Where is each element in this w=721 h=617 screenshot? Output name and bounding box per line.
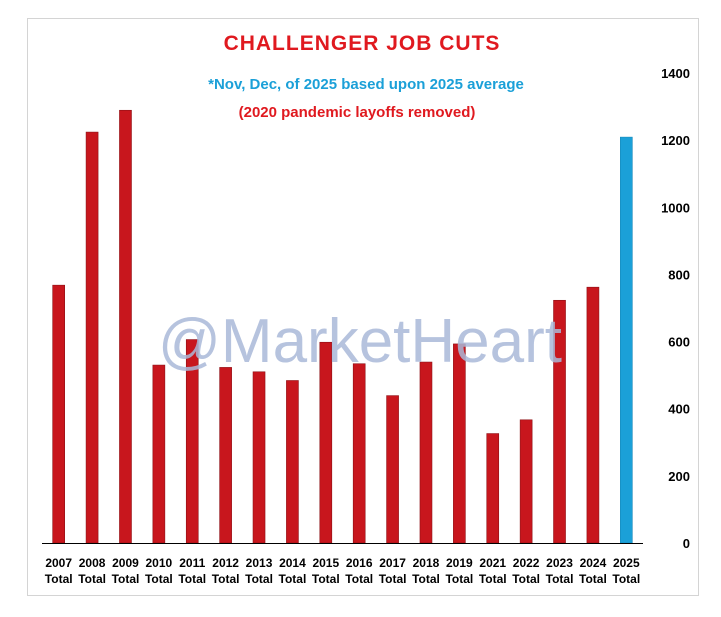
y-tick-label-200: 200: [668, 469, 690, 484]
bar-2021: [486, 433, 500, 544]
x-tick-sublabel: Total: [512, 572, 540, 586]
x-tick-label-2022: 2022: [513, 556, 540, 570]
x-tick-label-2021: 2021: [479, 556, 506, 570]
y-tick-label-1400: 1400: [661, 66, 690, 81]
chart-note-2: (2020 pandemic layoffs removed): [239, 104, 476, 121]
x-tick-label-2025: 2025: [613, 556, 640, 570]
bar-2014: [286, 380, 299, 544]
x-tick-sublabel: Total: [78, 572, 106, 586]
x-tick-label-2007: 2007: [45, 556, 72, 570]
y-tick-label-1200: 1200: [661, 133, 690, 148]
x-tick-label-2015: 2015: [312, 556, 339, 570]
x-tick-sublabel: Total: [479, 572, 507, 586]
x-tick-sublabel: Total: [279, 572, 307, 586]
x-tick-label-2018: 2018: [413, 556, 440, 570]
y-tick-label-0: 0: [683, 536, 690, 551]
x-tick-sublabel: Total: [345, 572, 373, 586]
x-tick-sublabel: Total: [612, 572, 640, 586]
x-tick-sublabel: Total: [379, 572, 407, 586]
x-tick-sublabel: Total: [112, 572, 140, 586]
bar-2016: [352, 363, 366, 544]
y-tick-label-800: 800: [668, 267, 690, 282]
bar-2010: [152, 364, 166, 544]
x-tick-label-2009: 2009: [112, 556, 139, 570]
x-tick-label-2016: 2016: [346, 556, 373, 570]
bar-2012: [219, 367, 232, 544]
x-tick-label-2013: 2013: [246, 556, 273, 570]
x-tick-label-2010: 2010: [146, 556, 173, 570]
x-tick-label-2019: 2019: [446, 556, 473, 570]
chart-title: CHALLENGER JOB CUTS: [224, 32, 501, 55]
bar-2025: [620, 136, 633, 544]
x-axis-labels: 2007 Total 2008 Total 2009 Total 2010 Total 2011…: [45, 556, 640, 586]
x-tick-label-2011: 2011: [179, 556, 205, 570]
y-tick-label-600: 600: [668, 335, 690, 350]
x-tick-sublabel: Total: [45, 572, 73, 586]
bar-2013: [252, 371, 266, 544]
x-tick-sublabel: Total: [579, 572, 607, 586]
y-tick-label-400: 400: [668, 402, 690, 417]
x-tick-label-2008: 2008: [79, 556, 106, 570]
x-tick-sublabel: Total: [245, 572, 273, 586]
x-tick-sublabel: Total: [178, 572, 206, 586]
x-tick-label-2023: 2023: [546, 556, 573, 570]
bar-2009: [119, 109, 132, 544]
watermark: @MarketHeart: [158, 307, 562, 376]
x-tick-label-2024: 2024: [580, 556, 607, 570]
x-tick-label-2012: 2012: [212, 556, 239, 570]
x-tick-sublabel: Total: [546, 572, 574, 586]
x-tick-label-2014: 2014: [279, 556, 306, 570]
y-tick-label-1000: 1000: [661, 200, 690, 215]
x-tick-label-2017: 2017: [379, 556, 406, 570]
bar-2008: [85, 131, 99, 544]
x-tick-sublabel: Total: [445, 572, 473, 586]
x-tick-sublabel: Total: [145, 572, 173, 586]
x-tick-sublabel: Total: [312, 572, 340, 586]
bars-group: [52, 109, 633, 544]
chart-note-1: *Nov, Dec, of 2025 based upon 2025 avera…: [208, 76, 524, 93]
x-tick-sublabel: Total: [412, 572, 440, 586]
x-tick-sublabel: Total: [212, 572, 240, 586]
bar-2017: [386, 395, 399, 544]
bar-2018: [419, 361, 433, 544]
bar-2024: [586, 286, 600, 544]
y-axis-labels: 0 200 400 600 800 1000 1200 1400: [661, 66, 690, 551]
bar-2007: [52, 284, 65, 544]
bar-2022: [519, 419, 533, 544]
